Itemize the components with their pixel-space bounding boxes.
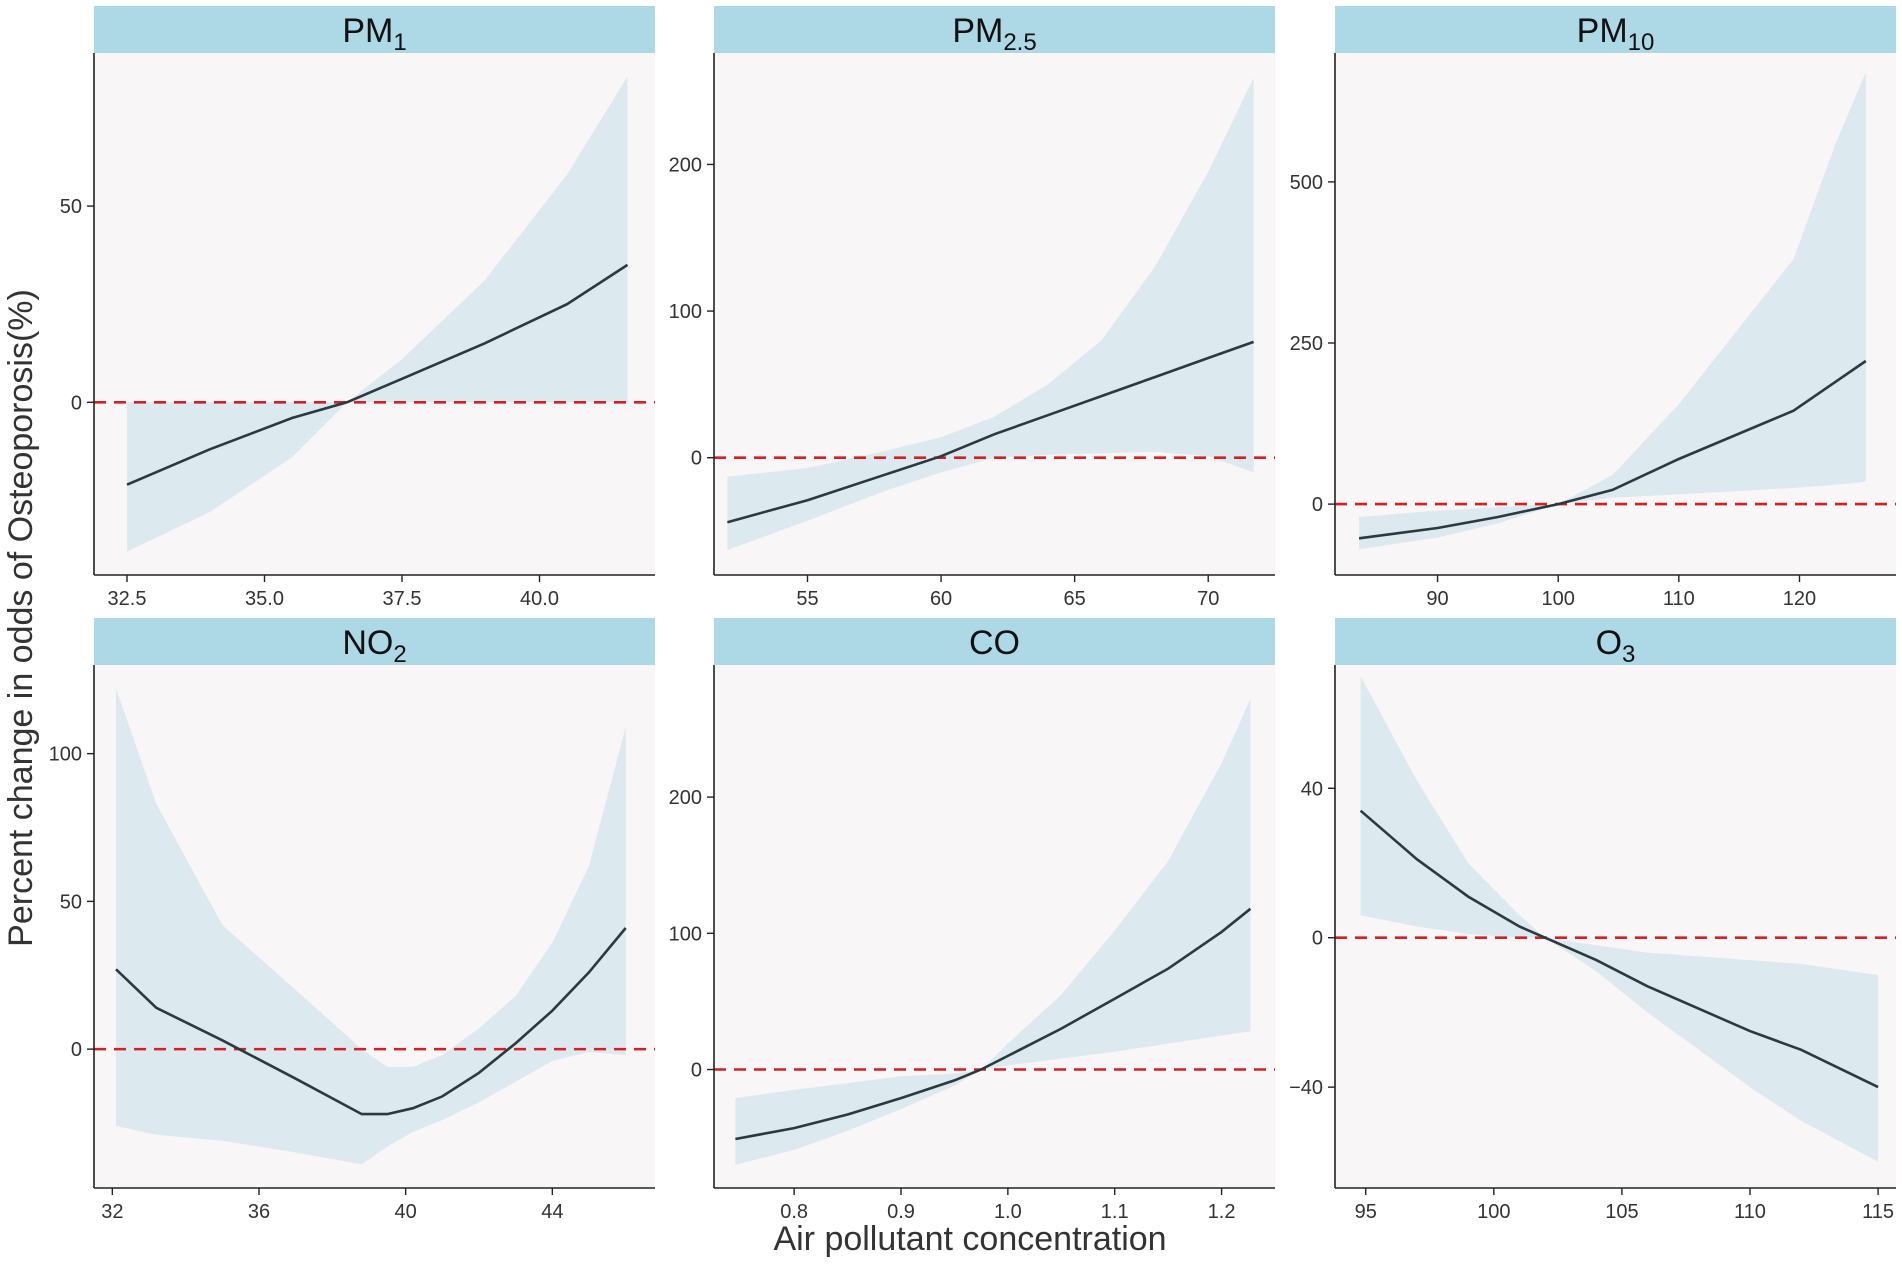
panel-title: PM10: [1577, 12, 1655, 56]
panel-4: NO2 32 36 40 44 0 50 100: [49, 618, 655, 1223]
panel-title-subscript: 2.5: [1003, 29, 1036, 56]
y-tick-label: 40: [1301, 778, 1323, 800]
confidence-band: [1360, 676, 1879, 1162]
y-tick-label: 50: [60, 196, 82, 218]
panel-title-subscript: 2: [393, 641, 406, 668]
panel-title: PM1: [342, 12, 406, 56]
panel-title-main: PM: [1577, 12, 1628, 50]
panel-title: PM2.5: [952, 12, 1036, 56]
y-tick-label: 0: [71, 1039, 82, 1061]
x-tick-label: 70: [1197, 588, 1219, 610]
y-axis-title: Percent change in odds of Osteoporosis(%…: [2, 289, 40, 947]
fitted-curve: [115, 927, 627, 1116]
panel-title-main: NO: [342, 624, 393, 662]
fitted-curve: [1359, 809, 1879, 1089]
y-tick-label: 50: [60, 891, 82, 913]
panel-title: NO2: [342, 624, 406, 668]
x-tick-label: 40.0: [520, 588, 559, 610]
y-tick-label: 100: [669, 301, 702, 323]
x-tick-label: 115: [1862, 1201, 1894, 1223]
y-tick-label: 0: [691, 448, 702, 470]
x-tick-label: 1.2: [1208, 1201, 1236, 1223]
y-tick-label: 250: [1290, 333, 1323, 355]
panel-1: PM1 32.5 35.0 37.5 40.0 0 50: [60, 6, 655, 610]
panel-strip: [1335, 618, 1896, 665]
panel-title-subscript: 10: [1628, 29, 1655, 56]
x-tick-label: 32: [101, 1201, 123, 1223]
x-tick-label: 44: [541, 1201, 563, 1223]
x-axis-title: Air pollutant concentration: [773, 1220, 1166, 1258]
panel-6: O3 95 100 105 110 115 −40 0 40: [1289, 618, 1896, 1223]
y-tick-label: 200: [669, 787, 702, 809]
y-tick-label: 0: [1312, 494, 1323, 516]
x-tick-label: 36: [248, 1201, 270, 1223]
panel-title: CO: [969, 624, 1020, 662]
fitted-curve: [1358, 359, 1867, 540]
panel-title-main: PM: [952, 12, 1003, 50]
x-tick-label: 105: [1605, 1201, 1638, 1223]
y-tick-label: 0: [1312, 928, 1323, 950]
x-tick-label: 35.0: [245, 588, 284, 610]
fitted-curve: [735, 907, 1252, 1141]
confidence-band: [735, 699, 1251, 1165]
x-tick-label: 100: [1542, 588, 1575, 610]
x-tick-label: 110: [1734, 1201, 1766, 1223]
x-tick-label: 40: [395, 1201, 417, 1223]
x-tick-label: 120: [1783, 588, 1816, 610]
panel-title-subscript: 1: [393, 29, 406, 56]
y-tick-label: 0: [691, 1060, 702, 1082]
panel-strip: [1335, 6, 1896, 53]
panel-2: PM2.5 55 60 65 70 0 100 200: [669, 6, 1275, 610]
panel-strip: [714, 618, 1275, 665]
y-tick-label: 200: [669, 154, 702, 176]
fitted-curve: [727, 340, 1255, 524]
panel-title-main: PM: [342, 12, 393, 50]
confidence-band: [727, 77, 1254, 551]
y-tick-label: 500: [1290, 172, 1323, 194]
panel-3: PM10 90 100 110 120 0 250 500: [1290, 6, 1896, 610]
x-tick-label: 37.5: [383, 588, 422, 610]
x-tick-label: 0.8: [780, 1201, 808, 1223]
x-tick-label: 95: [1355, 1201, 1377, 1223]
panel-title-main: O: [1596, 624, 1622, 662]
panel-title-main: CO: [969, 624, 1020, 662]
confidence-band: [116, 688, 626, 1165]
fitted-curve: [126, 263, 629, 486]
panel-5: CO 0.8 0.9 1.0 1.1 1.2 0 100 200: [669, 618, 1275, 1223]
panel-strip: [94, 618, 655, 665]
panel-strip: [714, 6, 1275, 53]
x-tick-label: 60: [930, 588, 952, 610]
x-tick-label: 1.0: [994, 1201, 1022, 1223]
confidence-band: [1359, 72, 1866, 550]
y-tick-label: 100: [669, 923, 702, 945]
x-tick-label: 55: [796, 588, 818, 610]
x-tick-label: 1.1: [1101, 1201, 1129, 1223]
y-tick-label: −40: [1289, 1077, 1323, 1099]
x-tick-label: 65: [1064, 588, 1086, 610]
panel-title: O3: [1596, 624, 1636, 668]
x-tick-label: 32.5: [108, 588, 147, 610]
panel-title-subscript: 3: [1622, 641, 1635, 668]
y-tick-label: 0: [71, 392, 82, 414]
x-tick-label: 90: [1426, 588, 1448, 610]
panel-strip: [94, 6, 655, 53]
y-tick-label: 100: [49, 744, 82, 766]
x-tick-label: 100: [1477, 1201, 1510, 1223]
x-tick-label: 0.9: [887, 1201, 915, 1223]
x-tick-label: 110: [1663, 588, 1695, 610]
